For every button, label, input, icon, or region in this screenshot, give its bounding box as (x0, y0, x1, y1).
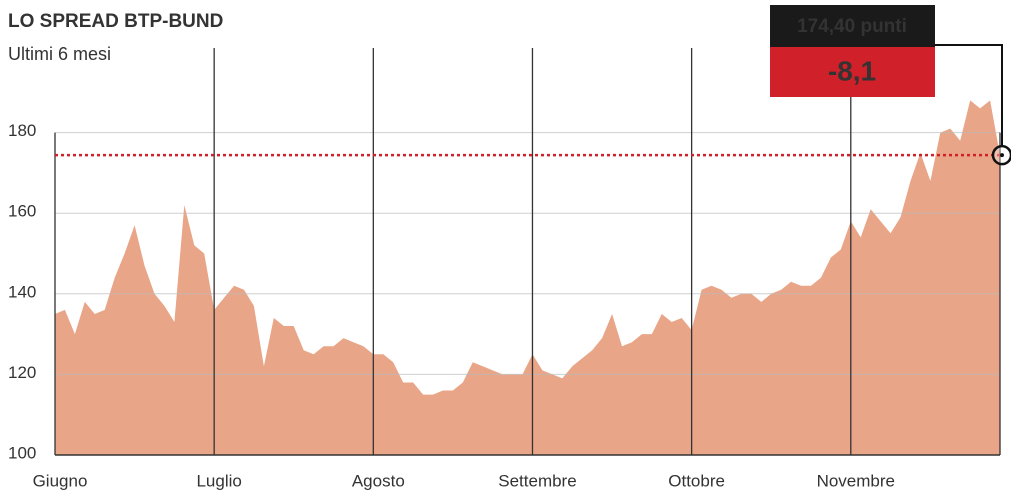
callout-value: 174,40 punti (797, 16, 907, 37)
y-tick-label: 120 (8, 363, 36, 382)
area (55, 100, 1000, 456)
x-tick-label: Agosto (352, 471, 405, 490)
chart-subtitle: Ultimi 6 mesi (8, 44, 111, 64)
x-tick-label: Settembre (498, 471, 576, 490)
x-tick-label: Luglio (196, 471, 241, 490)
x-tick-label: Novembre (817, 471, 895, 490)
y-tick-label: 160 (8, 202, 36, 221)
chart-title: LO SPREAD BTP-BUND (8, 11, 223, 32)
callout-change: -8,1 (828, 55, 876, 86)
callout-box (770, 5, 935, 47)
x-tick-label: Ottobre (668, 471, 725, 490)
callout-change-box (770, 47, 935, 97)
y-tick-label: 180 (8, 121, 36, 140)
y-tick-label: 100 (8, 443, 36, 462)
last-point-dot (1000, 153, 1004, 158)
y-tick-label: 140 (8, 282, 36, 301)
x-tick-label: Giugno (33, 471, 88, 490)
callout-line (935, 44, 1003, 147)
